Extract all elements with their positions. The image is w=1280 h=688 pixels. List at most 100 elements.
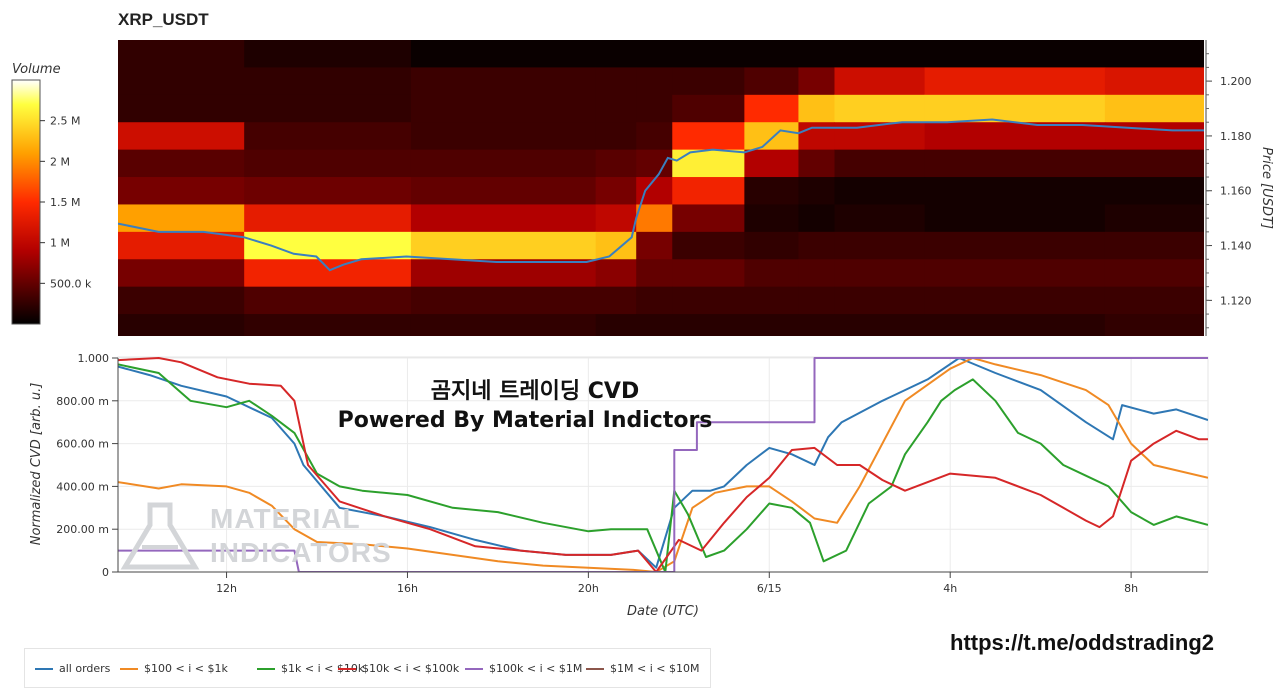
legend-label: $1M < i < $10M (610, 662, 700, 675)
heatmap-cell (595, 177, 637, 205)
heatmap-cell (798, 231, 835, 260)
cvd-axes: 1.000 800.00 m 600.00 m 400.00 m 200.00 m 0 12… (56, 352, 1208, 595)
heatmap-cell (595, 314, 637, 336)
heatmap-cell (118, 40, 245, 68)
heatmap-cell (744, 122, 799, 151)
heatmap-cell (636, 231, 673, 260)
heatmap-cell (595, 231, 637, 260)
heatmap-cell (744, 286, 799, 315)
heatmap-cell (244, 94, 412, 123)
heatmap-cell (744, 259, 799, 288)
legend-swatch (586, 668, 604, 670)
heatmap-cell (924, 67, 1106, 96)
legend-item[interactable]: $1M < i < $10M (586, 662, 699, 675)
heatmap-cell (672, 314, 745, 336)
heatmap-cell (924, 149, 1106, 178)
heatmap-cell (410, 314, 597, 336)
cvd-y-tick-label: 0 (102, 566, 109, 579)
heatmap-cell (798, 94, 835, 123)
x-tick-label: 16h (397, 582, 418, 595)
x-tick-label: 20h (578, 582, 599, 595)
heatmap-cell (595, 204, 637, 233)
cvd-series-line (118, 357, 1208, 569)
price-axis-label: Price [USDT] (1259, 147, 1274, 229)
heatmap-cell (118, 177, 245, 205)
price-tick-label: 1.200 (1220, 75, 1252, 88)
heatmap-cell (834, 231, 926, 260)
heatmap-cell (410, 94, 597, 123)
heatmap-cell (1104, 314, 1204, 336)
colorbar-ticks: 2.5 M 2 M 1.5 M 1 M 500.0 k (40, 115, 92, 290)
heatmap-cell (118, 149, 245, 178)
x-tick-label: 12h (216, 582, 237, 595)
heatmap-cell (636, 149, 673, 178)
heatmap-cell (834, 286, 926, 315)
legend-label: $100k < i < $1M (489, 662, 583, 675)
legend-item[interactable]: all orders (35, 662, 110, 675)
legend: all orders $100 < i < $1k $1k < i < $10k $1… (24, 648, 711, 688)
price-tick-label: 1.160 (1220, 185, 1252, 198)
legend-swatch (465, 668, 483, 670)
heatmap-cell (636, 67, 673, 96)
heatmap-cell (744, 149, 799, 178)
heatmap-cell (744, 177, 799, 205)
legend-item[interactable]: $1k < i < $10k (257, 662, 364, 675)
heatmap-cell (595, 149, 637, 178)
heatmap-cell (798, 122, 835, 151)
heatmap-cell (672, 40, 745, 68)
heatmap-cell (1104, 259, 1204, 288)
heatmap-cell (1104, 67, 1204, 96)
heatmap-cell (834, 177, 926, 205)
heatmap-cell (244, 286, 412, 315)
heatmap-cell (118, 259, 245, 288)
heatmap-cell (924, 259, 1106, 288)
x-tick-label: 8h (1124, 582, 1138, 595)
heatmap-cell (244, 204, 412, 233)
heatmap-cell (834, 122, 926, 151)
legend-swatch (120, 668, 138, 670)
heatmap-cell (636, 259, 673, 288)
heatmap-cell (834, 94, 926, 123)
heatmap-cell (798, 314, 835, 336)
cvd-series (118, 357, 1208, 572)
heatmap-cell (595, 67, 637, 96)
cvd-series-line (118, 357, 1208, 572)
heatmap-cell (672, 259, 745, 288)
heatmap-cell (636, 286, 673, 315)
legend-item[interactable]: $100 < i < $1k (120, 662, 228, 675)
heatmap-cell (798, 286, 835, 315)
price-axis-ticks: 1.200 1.180 1.160 1.140 1.120 (1206, 53, 1252, 329)
heatmap-cell (410, 122, 597, 151)
legend-label: all orders (59, 662, 111, 675)
heatmap-cell (744, 67, 799, 96)
cvd-y-tick-label: 600.00 m (56, 438, 109, 451)
heatmap-cell (118, 314, 245, 336)
colorbar-tick-label: 1 M (50, 237, 70, 250)
heatmap-cell (118, 231, 245, 260)
heatmap-cell (244, 314, 412, 336)
heatmap-cell (636, 122, 673, 151)
legend-swatch (35, 668, 53, 670)
heatmap-cell (834, 40, 926, 68)
cvd-plot-area (117, 356, 1209, 573)
cvd-series-line (118, 363, 1208, 572)
legend-swatch (257, 668, 275, 670)
heatmap-cell (924, 177, 1106, 205)
telegram-link[interactable]: https://t.me/oddstrading2 (950, 630, 1214, 655)
colorbar-tick-label: 500.0 k (50, 277, 92, 290)
legend-swatch (338, 668, 356, 670)
heatmap-cell (924, 314, 1106, 336)
price-line (118, 118, 1204, 272)
heatmap-cell (118, 286, 245, 315)
heatmap-cell (410, 67, 597, 96)
heatmap-cell (1104, 94, 1204, 123)
material-indicators-flask-icon (120, 502, 200, 570)
cvd-y-axis-label: Normalized CVD [arb. u.] (29, 383, 44, 546)
heatmap-cell (1104, 40, 1204, 68)
heatmap-cell (118, 94, 245, 123)
legend-item[interactable]: $100k < i < $1M (465, 662, 582, 675)
heatmap-cell (118, 67, 245, 96)
heatmap-cell (744, 314, 799, 336)
heatmap-cell (595, 40, 637, 68)
legend-item[interactable]: $10k < i < $100k (338, 662, 459, 675)
